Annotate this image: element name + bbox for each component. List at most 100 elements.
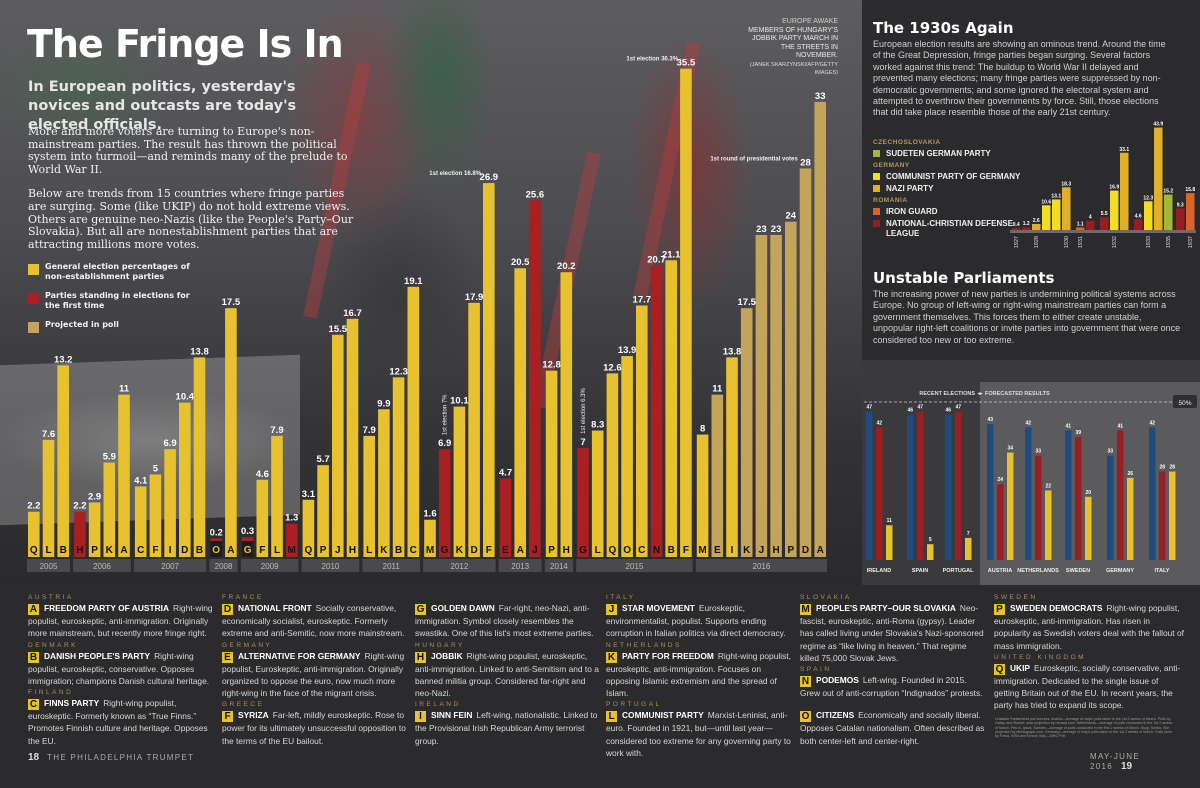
x-tick-label: 1932 xyxy=(1112,236,1118,248)
page-title: The Fringe Is In xyxy=(27,22,344,66)
party-name: SWEDEN DEMOCRATS xyxy=(1010,603,1103,613)
footnote: Unstable Parliaments poll sources: Austr… xyxy=(995,717,1173,739)
category-label: SPAIN xyxy=(912,568,928,574)
party-letter-badge: M xyxy=(800,604,811,615)
bar xyxy=(285,523,298,557)
party-entry: G GOLDEN DAWN Far-right, neo-Nazi, anti-im… xyxy=(415,602,601,640)
bar xyxy=(917,411,924,560)
bar-value-label: 1.6 xyxy=(423,509,436,520)
bar-value-label: 7.9 xyxy=(363,425,376,436)
bar-value-label: 17.5 xyxy=(737,297,756,308)
thirties-title: The 1930s Again xyxy=(873,19,1014,37)
bar-party-letter: F xyxy=(152,545,158,556)
party-name: PEOPLE'S PARTY–OUR SLOVAKIA xyxy=(816,603,956,613)
bar xyxy=(814,101,826,558)
country-label: AUSTRIA xyxy=(28,594,74,601)
party-letter-badge: K xyxy=(606,651,617,663)
caption-heading: EUROPE AWAKE xyxy=(782,18,838,25)
bar xyxy=(1065,430,1072,560)
thirties-chart: 0.4 1.22.6 10.613.118.3 1.1 4 5.5 16.9 33.1 4.6 1… xyxy=(1010,122,1196,248)
year-band xyxy=(695,559,827,572)
party-letter-badge: Q xyxy=(994,663,1005,675)
bar-party-letter: Q xyxy=(609,545,617,556)
bar-value-label: 20.2 xyxy=(557,261,576,272)
legend-label: General election percentages of non-esta… xyxy=(45,262,190,281)
bar-value-label: 5 xyxy=(929,537,932,543)
bar-value-label: 18.3 xyxy=(1061,181,1071,187)
country-label: PORTUGAL xyxy=(606,701,662,709)
bar xyxy=(256,479,269,557)
bar xyxy=(1086,220,1095,230)
year-label: 2013 xyxy=(511,562,529,571)
bar xyxy=(103,462,116,557)
bar xyxy=(1022,227,1031,230)
party-description: Neo-fascist, euroskeptic, anti-Roma (gyp… xyxy=(800,603,984,663)
photo-credit: (JANEK SKARZYNSKI/AFP/GETTY IMAGES) xyxy=(749,61,838,77)
bar xyxy=(665,260,677,557)
party-letter-badge: N xyxy=(800,676,811,688)
bar-value-label: 42 xyxy=(876,420,882,426)
bar-party-letter: J xyxy=(335,545,341,556)
bar-value-label: 16.9 xyxy=(1109,185,1119,191)
bar-party-letter: C xyxy=(638,545,645,556)
bar-party-letter: N xyxy=(653,545,660,556)
party-description: Left-wing. Founded in 2015. Grew out of … xyxy=(800,675,983,699)
bar-party-letter: P xyxy=(787,545,794,556)
x-tick-label: 1937 xyxy=(1188,236,1194,248)
bar-value-label: 46 xyxy=(945,408,951,414)
bar-value-label: 1.3 xyxy=(285,513,298,524)
x-tick-label: 1931 xyxy=(1078,236,1084,248)
year-band xyxy=(544,559,574,572)
bar xyxy=(907,414,914,560)
party-entry: E ALTERNATIVE FOR GERMANY Right-wing popul… xyxy=(222,650,412,700)
bar-party-letter: B xyxy=(395,545,402,556)
bar xyxy=(636,305,648,557)
bar xyxy=(1117,430,1124,560)
party-name: UKIP xyxy=(1010,662,1031,673)
bar-party-letter: B xyxy=(196,545,203,556)
bar xyxy=(650,265,663,557)
legend-label: SUDETEN GERMAN PARTY xyxy=(886,149,991,158)
party-name: NATIONAL FRONT xyxy=(238,603,312,613)
bar xyxy=(317,465,329,557)
bar-value-label: 11 xyxy=(712,384,723,395)
bar xyxy=(1186,193,1195,230)
bar-party-letter: L xyxy=(45,545,51,556)
bar-value-label: 33 xyxy=(815,91,826,102)
bar-value-label: 12.3 xyxy=(1143,195,1153,201)
party-letter-badge: G xyxy=(415,604,426,615)
bar-value-label: 5 xyxy=(153,463,159,474)
party-name: GOLDEN DAWN xyxy=(431,603,495,613)
party-entry: P SWEDEN DEMOCRATS Right-wing populist, eu… xyxy=(994,602,1184,652)
party-name: PARTY FOR FREEDOM xyxy=(622,650,714,661)
year-label: 2008 xyxy=(215,562,233,571)
bar-party-letter: M xyxy=(288,545,296,556)
party-name: SINN FEIN xyxy=(431,710,473,721)
bar xyxy=(179,402,191,557)
bar-value-label: 3.1 xyxy=(302,489,316,500)
bar xyxy=(1076,227,1085,230)
bar xyxy=(997,484,1004,560)
bar xyxy=(164,449,176,557)
party-entry: C FINNS PARTY Right-wing populist, euroske… xyxy=(28,697,218,747)
bar-value-label: 4 xyxy=(1089,215,1092,221)
bar xyxy=(560,272,573,557)
legend-label: IRON GUARD xyxy=(886,206,938,216)
bar-value-label: 15.2 xyxy=(1163,189,1173,195)
thirties-legend: CZECHOSLOVAKIA SUDETEN GERMAN PARTY GERM… xyxy=(873,137,1026,241)
bar-party-letter: P xyxy=(91,545,98,556)
party-entry: I SINN FEIN Left-wing, nationalistic. Link… xyxy=(415,709,601,747)
bar-value-label: 33 xyxy=(1107,449,1113,455)
party-letter-badge: H xyxy=(415,651,426,663)
bar-value-label: 35.5 xyxy=(677,58,696,69)
bar-party-letter: C xyxy=(410,545,417,556)
bar-party-letter: E xyxy=(714,545,721,556)
country-label: HUNGARY xyxy=(415,641,465,649)
bar xyxy=(606,373,619,557)
bar xyxy=(346,318,359,557)
bar-party-letter: K xyxy=(743,545,751,556)
bar-party-letter: Q xyxy=(30,545,38,556)
bar-value-label: 20 xyxy=(1085,490,1091,496)
legend-item: NAZI PARTY xyxy=(873,184,1026,194)
bar xyxy=(755,234,768,557)
